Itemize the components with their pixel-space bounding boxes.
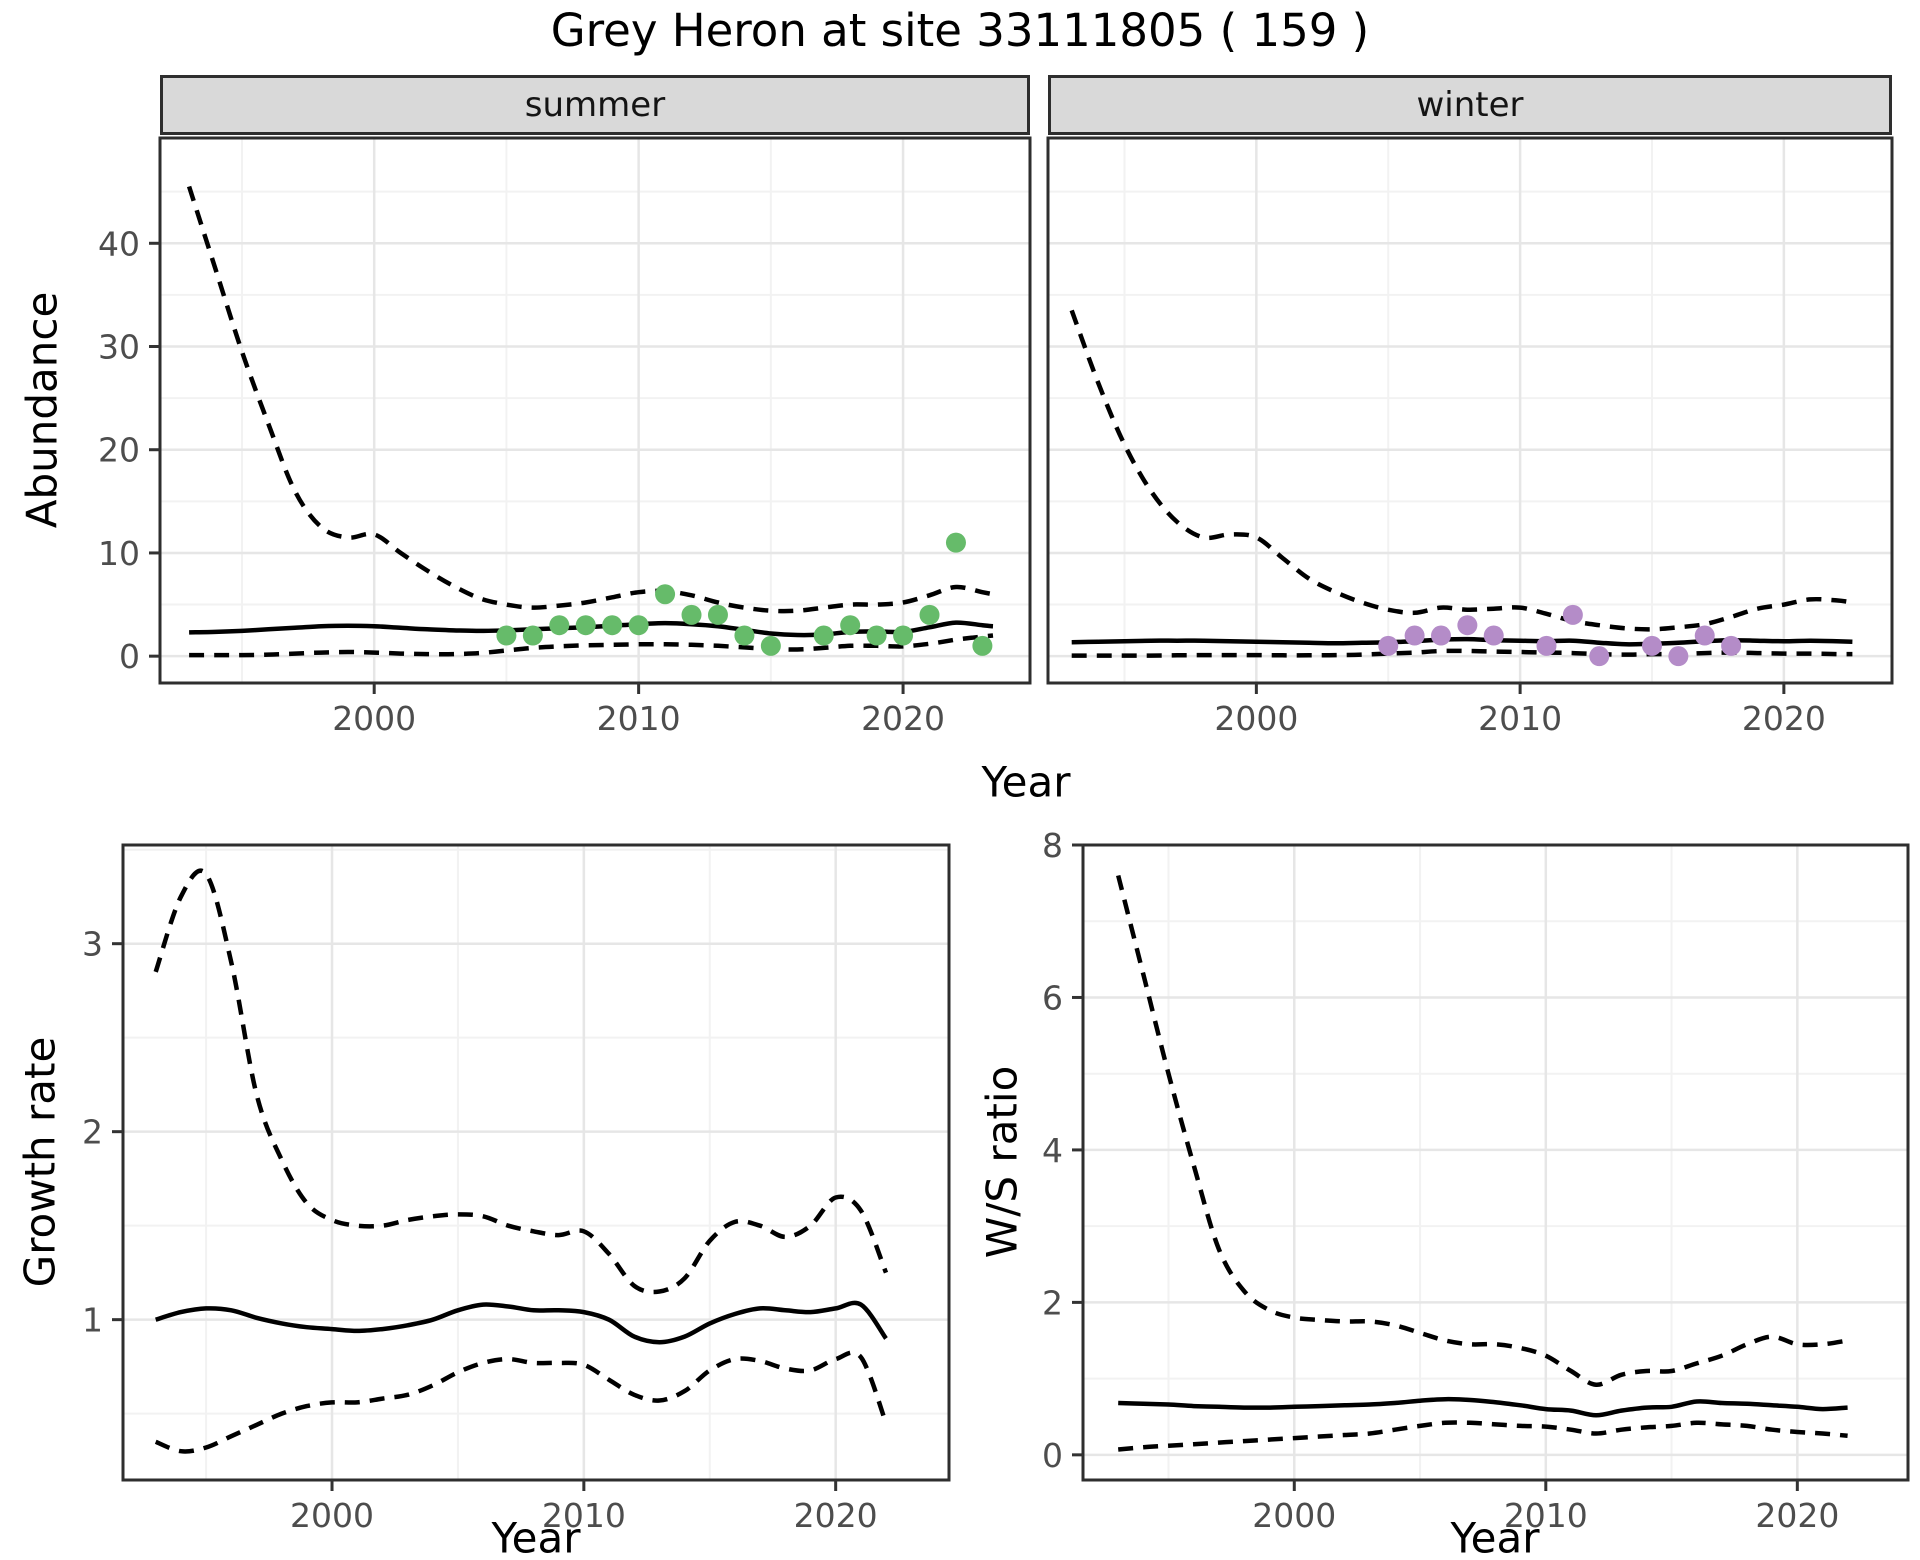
panel-border — [1046, 136, 1894, 685]
facet-strip-winter: winter — [1048, 75, 1892, 135]
y-tick-label: 40 — [98, 224, 140, 263]
data-point-observed-counts-winter — [1589, 646, 1610, 667]
x-tick-label: 2020 — [1755, 1496, 1839, 1535]
y-axis-title-abundance: Abundance — [17, 291, 67, 529]
data-point-observed-counts-winter — [1430, 625, 1451, 646]
series-upper-95ci — [186, 185, 994, 614]
x-tick-label: 2010 — [597, 699, 681, 738]
x-tick-label: 2000 — [290, 1496, 374, 1535]
series-lower-95ci — [154, 1350, 889, 1454]
data-point-observed-counts-winter — [1668, 646, 1689, 667]
data-point-observed-counts-summer — [972, 635, 993, 656]
data-point-observed-counts-summer — [496, 625, 517, 646]
data-point-observed-counts-summer — [945, 532, 966, 553]
data-point-observed-counts-summer — [919, 604, 940, 625]
data-point-observed-counts-summer — [602, 615, 623, 636]
y-tick-label: 3 — [82, 925, 103, 964]
data-point-observed-counts-summer — [734, 625, 755, 646]
x-tick-label: 2010 — [542, 1496, 626, 1535]
y-tick-label: 6 — [1042, 978, 1063, 1017]
data-point-observed-counts-summer — [655, 584, 676, 605]
data-point-observed-counts-summer — [866, 625, 887, 646]
data-point-observed-counts-winter — [1562, 604, 1583, 625]
y-tick-label: 30 — [98, 328, 140, 367]
x-tick-label: 2000 — [332, 699, 416, 738]
panel-border — [158, 136, 1032, 685]
series-fitted-ws-ratio — [1118, 1396, 1848, 1418]
data-point-observed-counts-summer — [893, 625, 914, 646]
x-tick-label: 2020 — [861, 699, 945, 738]
data-point-observed-counts-summer — [522, 625, 543, 646]
facet-strip-winter-label: winter — [1416, 85, 1524, 125]
data-point-observed-counts-winter — [1694, 625, 1715, 646]
data-point-observed-counts-summer — [813, 625, 834, 646]
series-upper-95ci — [1069, 309, 1853, 632]
x-axis-title-year-bottom-right: Year — [1450, 1513, 1540, 1560]
data-point-observed-counts-summer — [628, 615, 649, 636]
data-point-observed-counts-winter — [1536, 635, 1557, 656]
y-axis-title-ws-ratio: W/S ratio — [977, 1065, 1027, 1259]
data-point-observed-counts-summer — [760, 635, 781, 656]
x-tick-label: 2000 — [1214, 699, 1298, 738]
series-lower-95ci — [189, 633, 994, 658]
data-point-observed-counts-summer — [549, 615, 570, 636]
x-axis-title-year-top: Year — [981, 757, 1071, 807]
facet-strip-summer-label: summer — [524, 85, 666, 125]
y-tick-label: 2 — [82, 1113, 103, 1152]
x-axis-title-year-bottom-left: Year — [491, 1513, 581, 1560]
x-tick-label: 2020 — [1742, 699, 1826, 738]
x-tick-label: 2020 — [794, 1496, 878, 1535]
y-tick-label: 10 — [98, 534, 140, 573]
y-tick-label: 4 — [1042, 1131, 1063, 1170]
chart-ws-ratio: 2000 2010 2020 0 2 4 6 8 — [1042, 826, 1910, 1535]
y-tick-label: 1 — [82, 1301, 103, 1340]
chart-growth-rate: 2000 2010 2020 1 2 3 — [82, 843, 951, 1535]
data-point-observed-counts-summer — [681, 604, 702, 625]
x-tick-label: 2010 — [1504, 1496, 1588, 1535]
data-point-observed-counts-winter — [1378, 635, 1399, 656]
data-point-observed-counts-summer — [575, 615, 596, 636]
y-tick-label: 0 — [1042, 1436, 1063, 1475]
y-tick-label: 20 — [98, 431, 140, 470]
chart-title: Grey Heron at site 33111805 ( 159 ) — [550, 4, 1370, 57]
series-upper-95ci — [153, 868, 889, 1295]
series-lower-95ci — [1117, 1420, 1848, 1452]
chart-abundance-summer: 2000 2010 2020 0 10 20 30 40 — [98, 136, 1032, 738]
facet-strip-summer: summer — [160, 75, 1030, 135]
data-point-observed-counts-winter — [1721, 635, 1742, 656]
y-tick-label: 8 — [1042, 826, 1063, 865]
y-tick-label: 0 — [119, 637, 140, 676]
y-tick-label: 2 — [1042, 1283, 1063, 1322]
x-tick-label: 2000 — [1252, 1496, 1336, 1535]
panel-border — [1081, 843, 1910, 1482]
data-point-observed-counts-summer — [840, 615, 861, 636]
chart-abundance-winter: 2000 2010 2020 — [1046, 136, 1894, 738]
data-point-observed-counts-summer — [707, 604, 728, 625]
data-point-observed-counts-winter — [1641, 635, 1662, 656]
series-upper-95ci — [1116, 874, 1848, 1387]
panel-border — [121, 843, 951, 1482]
y-axis-title-growth-rate: Growth rate — [15, 1036, 65, 1288]
data-point-observed-counts-winter — [1457, 615, 1478, 636]
x-tick-label: 2010 — [1478, 699, 1562, 738]
data-point-observed-counts-winter — [1404, 625, 1425, 646]
data-point-observed-counts-winter — [1483, 625, 1504, 646]
series-fitted-growth-rate — [155, 1300, 888, 1345]
